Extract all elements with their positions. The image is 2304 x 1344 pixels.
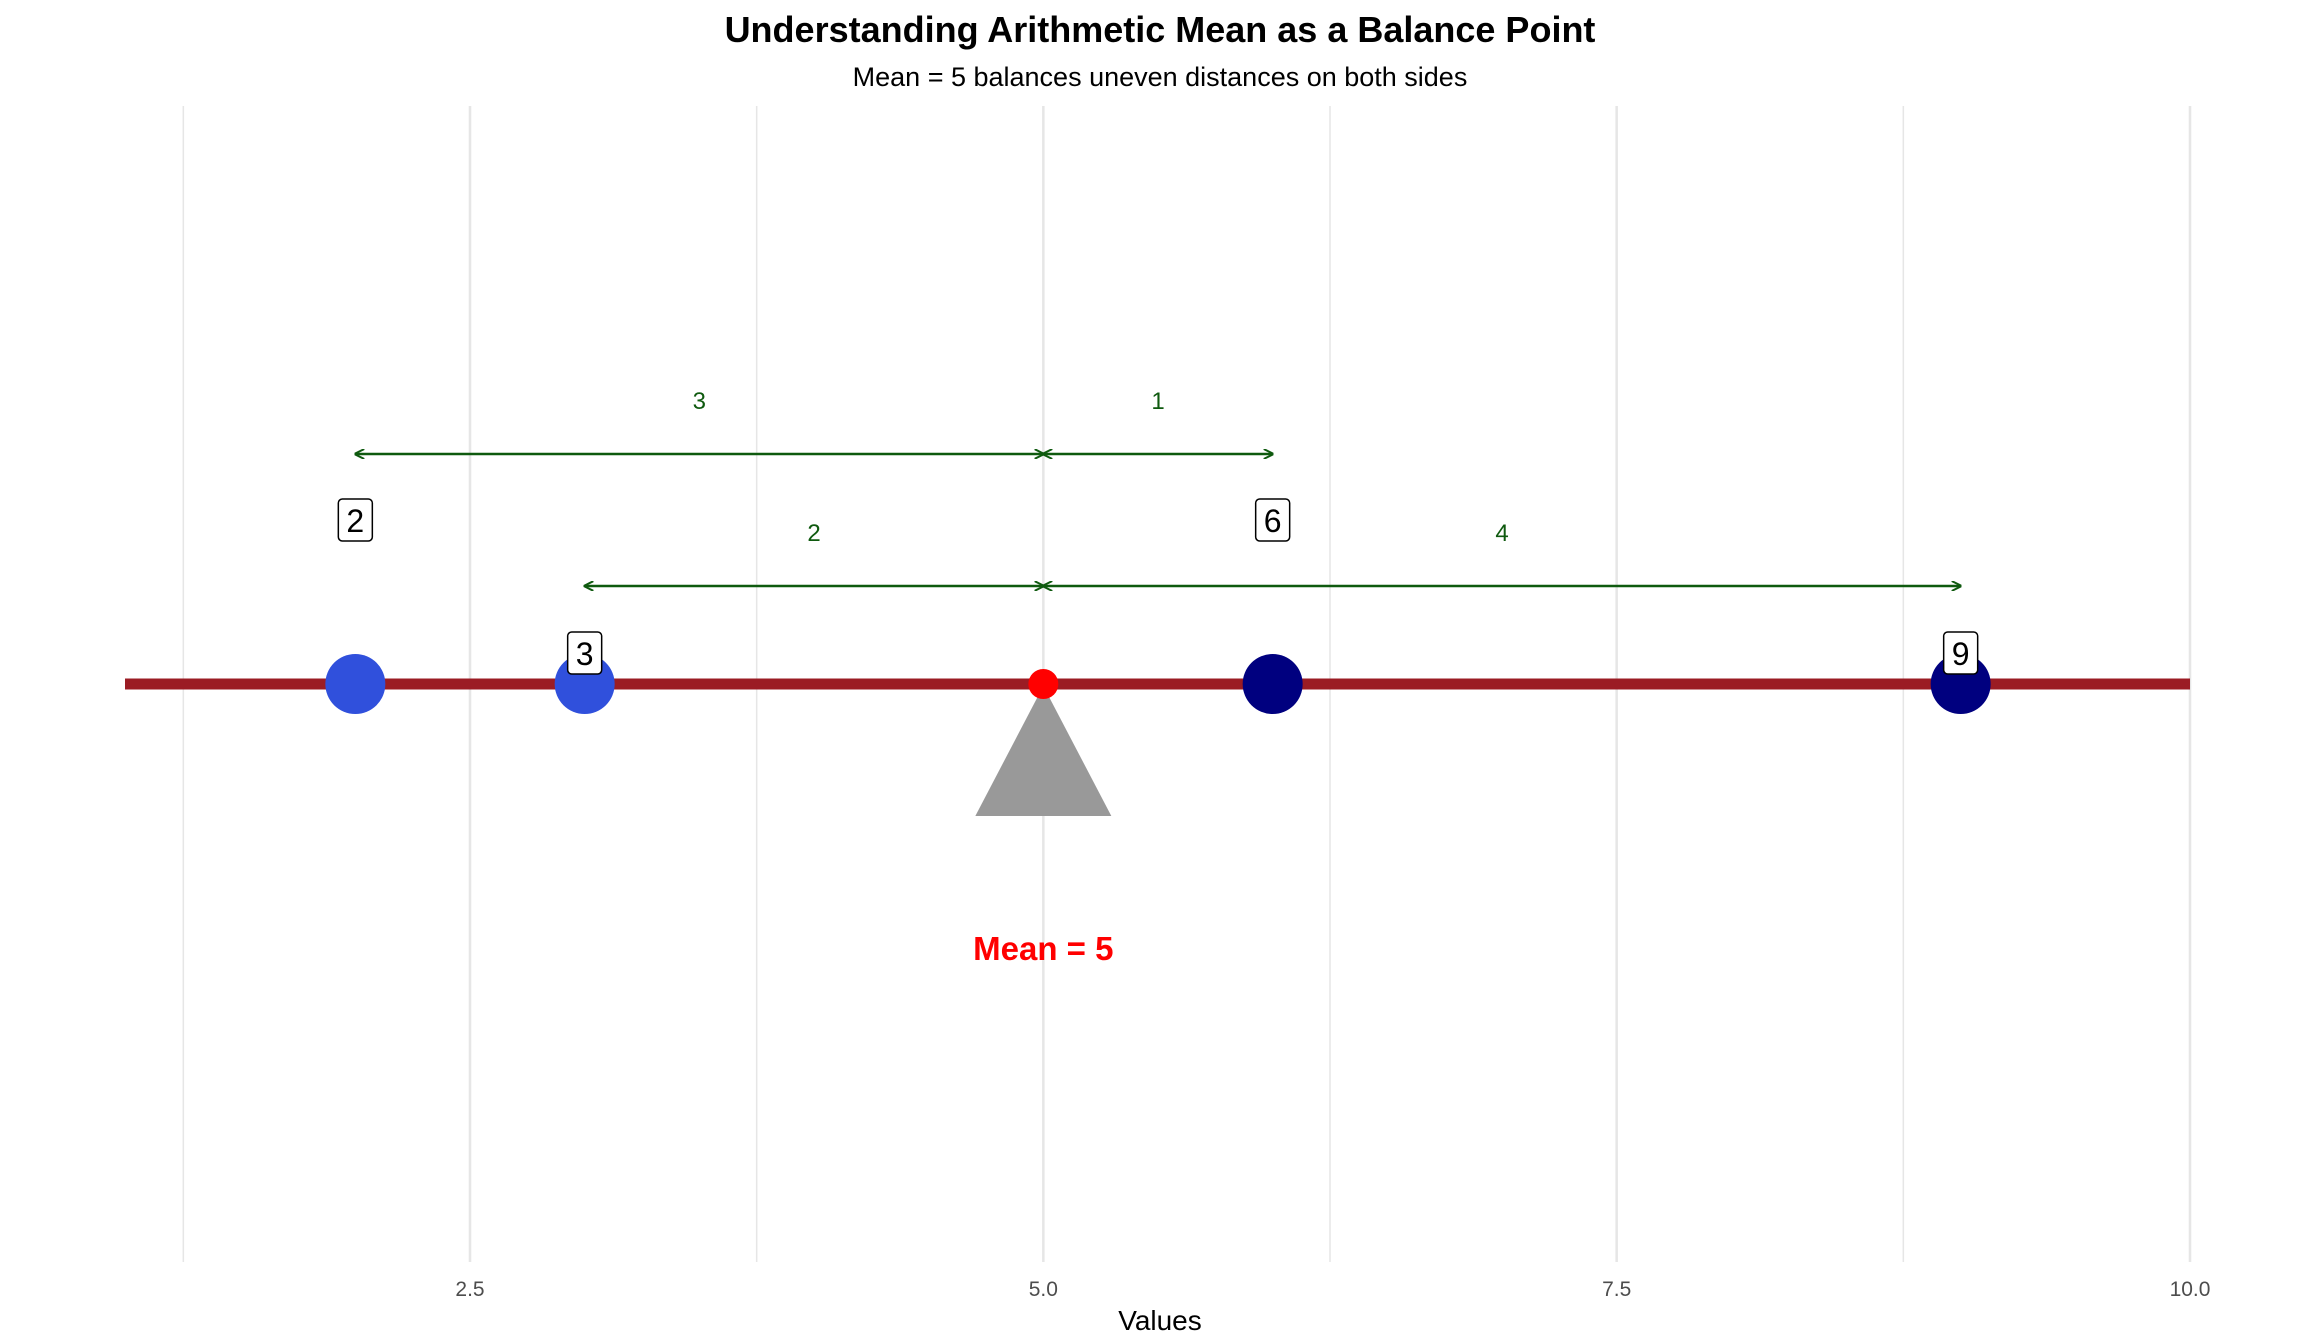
data-point [1242,654,1303,714]
point-label: 9 [1942,631,1979,675]
point-label-box [1942,631,1979,675]
x-tick-label: 7.5 [1602,1278,1631,1301]
x-tick-label: 10.0 [2170,1278,2211,1301]
point-label-text: 3 [576,636,594,672]
distance-arrows: 3 1 2 4 [355,388,1960,586]
x-axis-ticks: 2.5 5.0 7.5 10.0 [455,1278,2210,1301]
point-label-text: 2 [346,503,364,539]
point-label: 6 [1254,498,1291,542]
distance-label: 1 [1151,388,1164,415]
mean-point [1028,669,1059,699]
chart-subtitle: Mean = 5 balances uneven distances on bo… [853,62,1468,92]
distance-label: 2 [807,520,820,547]
point-labels: 2 3 6 9 [337,498,1979,675]
mean-label: Mean = 5 [973,930,1113,967]
point-label: 3 [566,631,603,675]
point-label-box [566,631,603,675]
x-tick-label: 2.5 [455,1278,484,1301]
x-axis-title: Values [1118,1305,1202,1336]
balance-beam-group [125,678,2190,816]
point-label-box [1254,498,1291,542]
fulcrum-triangle [975,686,1112,816]
x-tick-label: 5.0 [1029,1278,1058,1301]
point-label: 2 [337,498,374,542]
distance-label: 3 [693,388,706,415]
data-point [325,654,386,714]
point-label-box [337,498,374,542]
point-label-text: 6 [1264,503,1282,539]
distance-label: 4 [1495,520,1508,547]
point-label-text: 9 [1952,636,1970,672]
chart-title: Understanding Arithmetic Mean as a Balan… [725,9,1596,50]
